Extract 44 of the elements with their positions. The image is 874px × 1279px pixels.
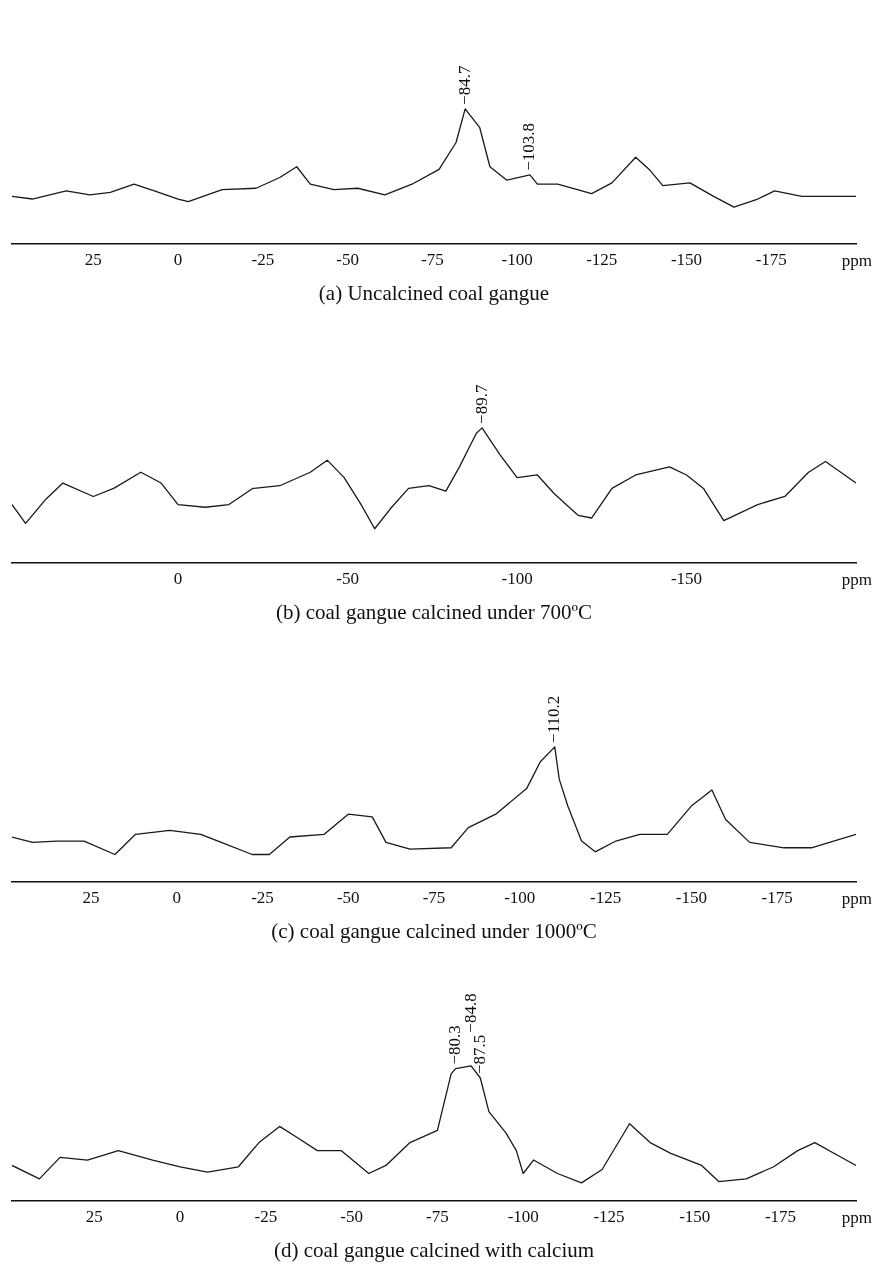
- annotation: −110.2: [544, 695, 564, 743]
- x-tick-label: 25: [85, 1207, 103, 1227]
- x-tick-label: -125: [586, 250, 618, 270]
- x-tick-label: -75: [420, 250, 444, 270]
- x-tick-label: -50: [340, 1207, 363, 1227]
- x-tick-label: -25: [251, 888, 274, 908]
- x-tick-label: -125: [589, 888, 622, 908]
- x-tick-label: -25: [254, 1207, 278, 1227]
- x-tick-label: 25: [84, 250, 102, 270]
- x-tick-label: -100: [501, 250, 533, 270]
- x-tick-label: 25: [82, 888, 100, 908]
- annotation: −87.5: [469, 1034, 489, 1074]
- text: (a) Uncalcined coal gangue: [318, 280, 550, 305]
- x-tick-label: -25: [251, 250, 275, 270]
- x-tick-label: -100: [504, 888, 536, 908]
- x-axis-title: ppm: [841, 251, 872, 271]
- x-axis-title: ppm: [841, 889, 872, 909]
- x-tick-label: -175: [761, 888, 793, 908]
- annotation: −89.7: [471, 384, 491, 424]
- x-tick-label: -75: [426, 1207, 449, 1227]
- x-tick-label: -175: [764, 1207, 797, 1227]
- x-tick-label: 0: [173, 250, 183, 270]
- text: (b) coal gangue calcined under 700ºC: [275, 599, 593, 624]
- x-tick-label: -150: [675, 888, 707, 908]
- x-tick-label: -175: [755, 250, 787, 270]
- x-axis-title: ppm: [841, 1208, 872, 1228]
- x-tick-label: -150: [679, 1207, 711, 1227]
- x-tick-label: -50: [336, 569, 359, 589]
- x-tick-label: -100: [501, 569, 533, 589]
- text: (c) coal gangue calcined under 1000ºC: [271, 918, 597, 943]
- x-tick-label: -50: [336, 888, 360, 908]
- annotation: −103.8: [519, 122, 539, 171]
- x-tick-label: -125: [593, 1207, 625, 1227]
- x-tick-label: 0: [173, 569, 183, 589]
- x-tick-label: -100: [507, 1207, 539, 1227]
- x-tick-label: 0: [175, 1207, 185, 1227]
- annotation: −84.7: [454, 65, 474, 105]
- text: (d) coal gangue calcined with calcium: [273, 1237, 595, 1262]
- x-tick-label: -150: [670, 250, 703, 270]
- x-axis-title: ppm: [841, 570, 872, 590]
- x-tick-label: -50: [336, 250, 359, 270]
- x-tick-label: -75: [422, 888, 446, 908]
- x-tick-label: 0: [172, 888, 181, 908]
- x-tick-label: -150: [670, 569, 703, 589]
